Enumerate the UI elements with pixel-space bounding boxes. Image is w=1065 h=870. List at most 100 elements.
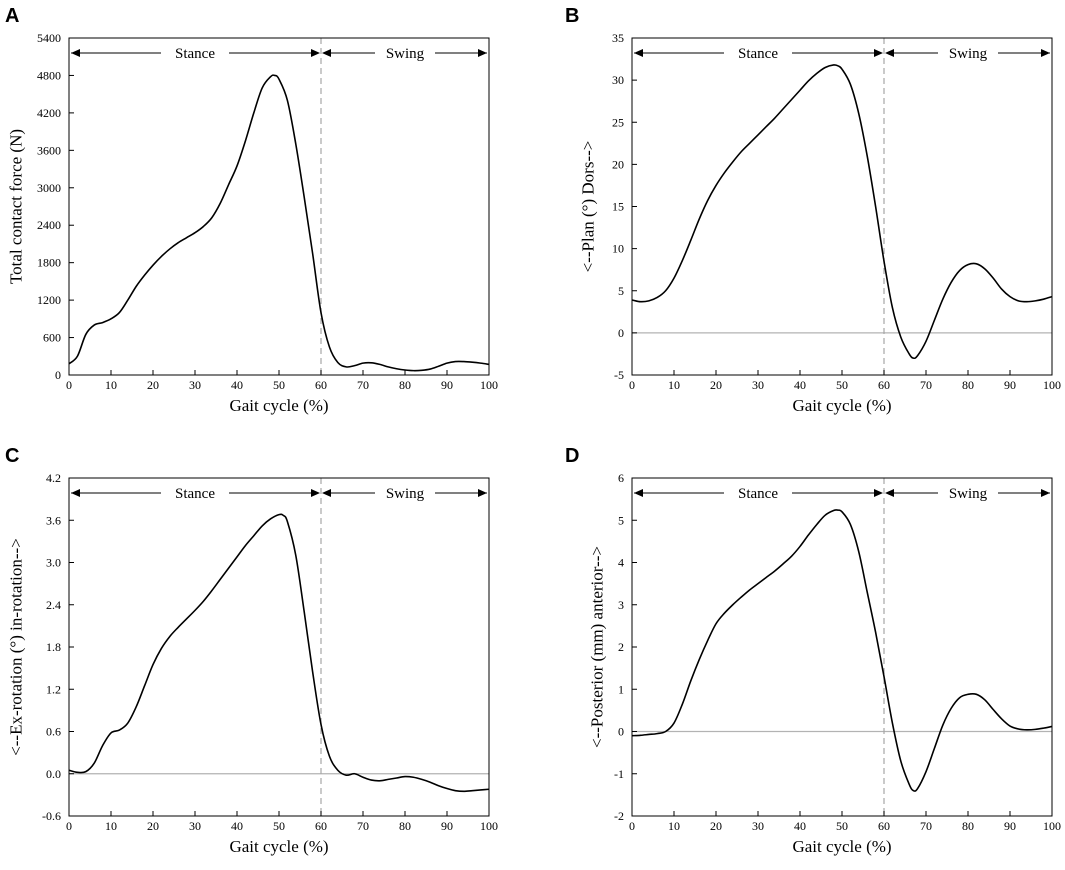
x-tick-label: 50 bbox=[836, 378, 848, 392]
x-tick-label: 30 bbox=[189, 378, 201, 392]
arrow-head bbox=[322, 489, 331, 497]
y-tick-label: 3 bbox=[618, 598, 624, 612]
x-tick-label: 40 bbox=[231, 819, 243, 833]
x-tick-label: 90 bbox=[441, 819, 453, 833]
panel-d: D 0 10 20 30 40 50 60 70 80 90 100 -2 -1 0 1 2 3 4 5 6 Gait c… bbox=[565, 445, 1061, 856]
x-tick-label: 90 bbox=[441, 378, 453, 392]
x-tick-label: 100 bbox=[1043, 819, 1061, 833]
x-tick-label: 40 bbox=[794, 819, 806, 833]
x-tick-label: 60 bbox=[878, 378, 890, 392]
x-tick-label: 80 bbox=[962, 819, 974, 833]
x-tick-label: 50 bbox=[836, 819, 848, 833]
y-tick-label: 1.8 bbox=[46, 640, 61, 654]
x-tick-label: 50 bbox=[273, 819, 285, 833]
x-tick-label: 0 bbox=[629, 378, 635, 392]
x-tick-label: 0 bbox=[66, 819, 72, 833]
x-tick-label: 30 bbox=[189, 819, 201, 833]
x-axis-title: Gait cycle (%) bbox=[229, 396, 328, 415]
x-tick-label: 70 bbox=[357, 378, 369, 392]
x-tick-label: 100 bbox=[1043, 378, 1061, 392]
swing-label: Swing bbox=[386, 486, 425, 502]
y-tick-label: 0.0 bbox=[46, 767, 61, 781]
x-tick-label: 70 bbox=[357, 819, 369, 833]
y-tick-label: 25 bbox=[612, 115, 624, 129]
x-tick-label: 60 bbox=[315, 819, 327, 833]
y-tick-label: -2 bbox=[614, 809, 624, 823]
y-tick-label: 3600 bbox=[37, 143, 61, 157]
y-tick-label: 3.0 bbox=[46, 556, 61, 570]
stance-label: Stance bbox=[175, 46, 215, 62]
x-tick-label: 0 bbox=[629, 819, 635, 833]
y-tick-label: 4.2 bbox=[46, 471, 61, 485]
x-tick-label: 20 bbox=[710, 378, 722, 392]
x-tick-label: 10 bbox=[668, 378, 680, 392]
x-tick-label: 70 bbox=[920, 378, 932, 392]
x-tick-label: 10 bbox=[668, 819, 680, 833]
y-axis-title: Total contact force (N) bbox=[7, 129, 26, 284]
x-tick-label: 100 bbox=[480, 819, 498, 833]
arrow-head bbox=[885, 49, 894, 57]
series-line bbox=[68, 513, 490, 793]
y-tick-label: 1200 bbox=[37, 293, 61, 307]
x-tick-label: 90 bbox=[1004, 819, 1016, 833]
y-tick-label: 30 bbox=[612, 73, 624, 87]
arrow-head bbox=[322, 49, 331, 57]
x-tick-label: 60 bbox=[315, 378, 327, 392]
x-axis-title: Gait cycle (%) bbox=[792, 396, 891, 415]
y-tick-label: -5 bbox=[614, 368, 624, 382]
y-tick-label: 4 bbox=[618, 556, 624, 570]
x-tick-label: 100 bbox=[480, 378, 498, 392]
y-tick-label: 0 bbox=[55, 368, 61, 382]
y-tick-label: 2.4 bbox=[46, 598, 61, 612]
arrow-head bbox=[885, 489, 894, 497]
x-tick-label: 30 bbox=[752, 378, 764, 392]
x-tick-label: 20 bbox=[147, 819, 159, 833]
arrow-head bbox=[1041, 49, 1050, 57]
panel-letter: B bbox=[565, 5, 579, 27]
series-line bbox=[631, 64, 1053, 360]
y-tick-label: 35 bbox=[612, 31, 624, 45]
x-tick-label: 80 bbox=[962, 378, 974, 392]
y-tick-label: 0 bbox=[618, 725, 624, 739]
y-tick-label: 600 bbox=[43, 331, 61, 345]
panel-b: B 0 10 20 30 40 50 60 70 80 90 100 -5 0 5 10 15 20 25 30 35 G… bbox=[565, 5, 1061, 415]
swing-label: Swing bbox=[949, 486, 988, 502]
x-tick-label: 70 bbox=[920, 819, 932, 833]
y-tick-label: 1 bbox=[618, 682, 624, 696]
plot-frame bbox=[68, 37, 490, 376]
y-tick-label: 4800 bbox=[37, 68, 61, 82]
y-tick-label: 3.6 bbox=[46, 513, 61, 527]
x-tick-label: 40 bbox=[231, 378, 243, 392]
y-tick-label: 15 bbox=[612, 200, 624, 214]
y-tick-label: 1.2 bbox=[46, 682, 61, 696]
y-tick-label: 2 bbox=[618, 640, 624, 654]
x-tick-label: 80 bbox=[399, 378, 411, 392]
y-tick-label: 10 bbox=[612, 242, 624, 256]
arrow-head bbox=[1041, 489, 1050, 497]
x-tick-label: 80 bbox=[399, 819, 411, 833]
stance-label: Stance bbox=[175, 486, 215, 502]
arrow-head bbox=[311, 489, 320, 497]
panel-c: C 0 10 20 30 40 50 60 70 80 90 100 -0.6 0.0 0.6 1.2 1.8 2… bbox=[5, 445, 498, 856]
y-axis-title: <--Ex-rotation (°) in-rotation--> bbox=[7, 538, 26, 756]
arrow-head bbox=[634, 489, 643, 497]
series-line bbox=[631, 509, 1053, 792]
panel-letter: D bbox=[565, 445, 579, 467]
arrow-head bbox=[874, 49, 883, 57]
arrow-head bbox=[71, 489, 80, 497]
series-line bbox=[68, 74, 490, 372]
y-tick-label: 3000 bbox=[37, 181, 61, 195]
stance-label: Stance bbox=[738, 486, 778, 502]
y-tick-label: 5 bbox=[618, 513, 624, 527]
x-tick-label: 50 bbox=[273, 378, 285, 392]
plot-frame bbox=[68, 477, 490, 817]
y-tick-label: 6 bbox=[618, 471, 624, 485]
arrow-head bbox=[478, 489, 487, 497]
arrow-head bbox=[478, 49, 487, 57]
panel-letter: C bbox=[5, 445, 19, 467]
x-tick-label: 10 bbox=[105, 819, 117, 833]
y-axis-title: <--Posterior (mm) anterior--> bbox=[588, 546, 607, 748]
x-axis-title: Gait cycle (%) bbox=[792, 837, 891, 856]
x-tick-label: 30 bbox=[752, 819, 764, 833]
